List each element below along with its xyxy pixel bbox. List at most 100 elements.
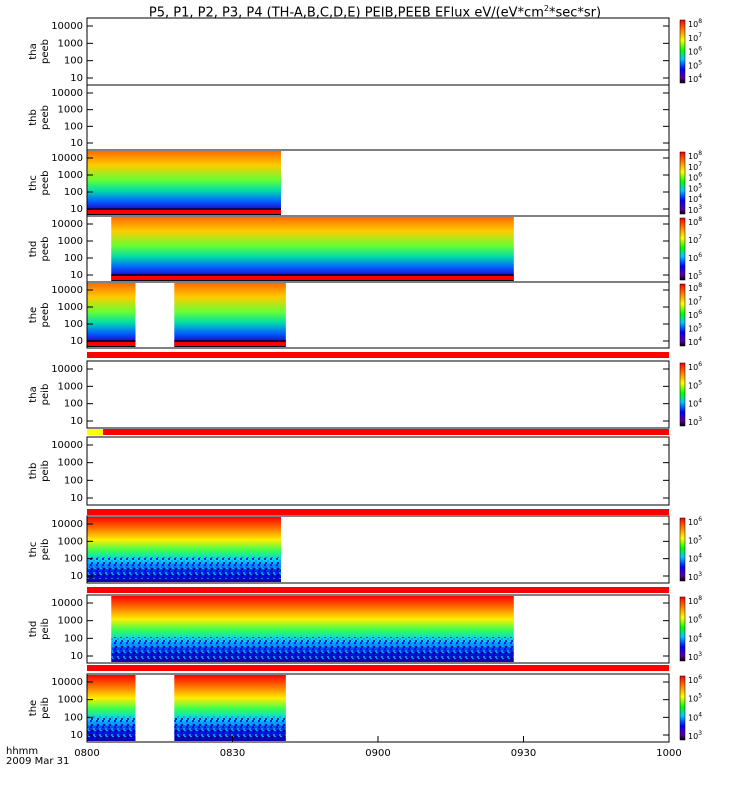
spectrogram-noise (174, 716, 286, 738)
panel-frame (86, 436, 670, 506)
y-tick-label: 10 (70, 73, 83, 84)
panel-tha-peeb: 10000 1000 100 10 tha peeb 108 107 106 105 104 (28, 17, 702, 86)
y-axis-label: thd (28, 241, 39, 258)
colorbar-tick-label: 107 (688, 296, 702, 307)
y-tick-label: 1000 (58, 105, 83, 116)
y-axis-label: thc (28, 542, 39, 558)
colorbar-tick-label: 106 (688, 614, 702, 625)
y-tick-label: 10 (70, 651, 83, 662)
y-tick-label: 100 (64, 554, 83, 565)
colorbar-tick-label: 106 (688, 172, 702, 183)
colorbar-tick-label: 105 (688, 693, 702, 704)
y-tick-label: 100 (64, 187, 83, 198)
colorbar-tick-label: 103 (688, 204, 702, 215)
panel-thb-peib: 10000 1000 100 10 thb peib (28, 436, 670, 506)
x-axis-label: hhmm (6, 746, 39, 757)
y-tick-label: 10 (70, 493, 83, 504)
y-axis-label: peeb (40, 303, 51, 328)
colorbar-tick-label: 104 (688, 632, 702, 643)
y-tick-label: 10 (70, 571, 83, 582)
colorbar (679, 675, 686, 741)
y-axis-label: peib (40, 539, 51, 561)
y-tick-label: 10 (70, 204, 83, 215)
colorbar (679, 151, 686, 215)
y-axis-label: peeb (40, 105, 51, 130)
colorbar-tick-label: 104 (688, 193, 702, 204)
y-tick-label: 100 (64, 56, 83, 67)
colorbar (679, 362, 686, 427)
colorbar (679, 19, 686, 84)
colorbar-tick-label: 106 (688, 516, 702, 527)
panel-frame (86, 360, 670, 429)
colorbar-tick-label: 103 (688, 416, 702, 427)
colorbar-tick-label: 106 (688, 46, 702, 57)
y-tick-label: 100 (64, 712, 83, 723)
y-tick-label: 1000 (58, 170, 83, 181)
y-tick-label: 1000 (58, 381, 83, 392)
low-energy-band (174, 342, 286, 346)
y-axis-label: thd (28, 621, 39, 638)
colorbar-tick-label: 105 (688, 270, 702, 281)
colorbar-tick-label: 104 (688, 398, 702, 409)
y-tick-label: 10000 (51, 153, 83, 164)
separator-bar (87, 509, 669, 515)
colorbar-tick-label: 104 (688, 336, 702, 347)
colorbar (679, 283, 686, 347)
y-tick-label: 1000 (58, 536, 83, 547)
y-tick-label: 100 (64, 121, 83, 132)
y-tick-label: 10 (70, 336, 83, 347)
colorbar-tick-label: 106 (688, 674, 702, 685)
separator-bar (87, 587, 669, 593)
y-tick-label: 10000 (51, 285, 83, 296)
separator-bar (87, 665, 669, 671)
y-tick-label: 1000 (58, 695, 83, 706)
y-tick-label: 10000 (51, 21, 83, 32)
x-tick-label: 0800 (74, 748, 99, 759)
spectrogram-noise (87, 557, 281, 579)
y-axis-label: the (28, 700, 39, 716)
x-tick-label: 0900 (365, 748, 390, 759)
colorbar-tick-label: 103 (688, 571, 702, 582)
x-tick-label: 1000 (656, 748, 681, 759)
colorbar (679, 596, 686, 662)
panel-frame (86, 84, 670, 151)
x-tick-label: 0830 (220, 748, 245, 759)
y-axis-label: the (28, 307, 39, 323)
panel-thc-peib: 10000 1000 100 10 thc peib 106 105 104 103 (28, 515, 702, 584)
y-axis-label: thc (28, 175, 39, 191)
y-axis-label: tha (28, 43, 39, 59)
low-energy-band (87, 342, 136, 346)
y-tick-label: 10000 (51, 364, 83, 375)
colorbar-tick-label: 106 (688, 309, 702, 320)
spectrogram-fill (87, 283, 136, 347)
colorbar-tick-label: 105 (688, 534, 702, 545)
y-tick-label: 10 (70, 270, 83, 281)
colorbar-tick-label: 107 (688, 161, 702, 172)
y-tick-label: 1000 (58, 302, 83, 313)
colorbar-tick-label: 105 (688, 182, 702, 193)
title-text: P5, P1, P2, P3, P4 (TH-A,B,C,D,E) PEIB,P… (148, 5, 544, 21)
colorbar-tick-label: 105 (688, 379, 702, 390)
y-axis-label: peeb (40, 39, 51, 64)
colorbar (679, 517, 686, 582)
colorbar-tick-label: 105 (688, 323, 702, 334)
title-text-suffix: *sec*sr) (548, 5, 602, 21)
y-tick-label: 100 (64, 633, 83, 644)
colorbar-tick-label: 108 (688, 216, 702, 227)
y-tick-label: 10000 (51, 677, 83, 688)
colorbar-tick-label: 103 (688, 730, 702, 741)
y-axis-label: peeb (40, 171, 51, 196)
colorbar-tick-label: 103 (688, 651, 702, 662)
panel-thd-peeb: 10000 1000 100 10 thd peeb 108 107 106 105 (28, 215, 702, 283)
y-tick-label: 1000 (58, 458, 83, 469)
y-axis-label: peib (40, 460, 51, 482)
y-tick-label: 1000 (58, 616, 83, 627)
colorbar-tick-label: 106 (688, 252, 702, 263)
spectrogram-noise (87, 716, 136, 738)
panel-frame (86, 281, 670, 349)
colorbar-tick-label: 106 (688, 361, 702, 372)
y-tick-label: 100 (64, 399, 83, 410)
panel-the-peib: 10000 1000 100 10 the peib 106 105 104 103 (28, 673, 702, 743)
